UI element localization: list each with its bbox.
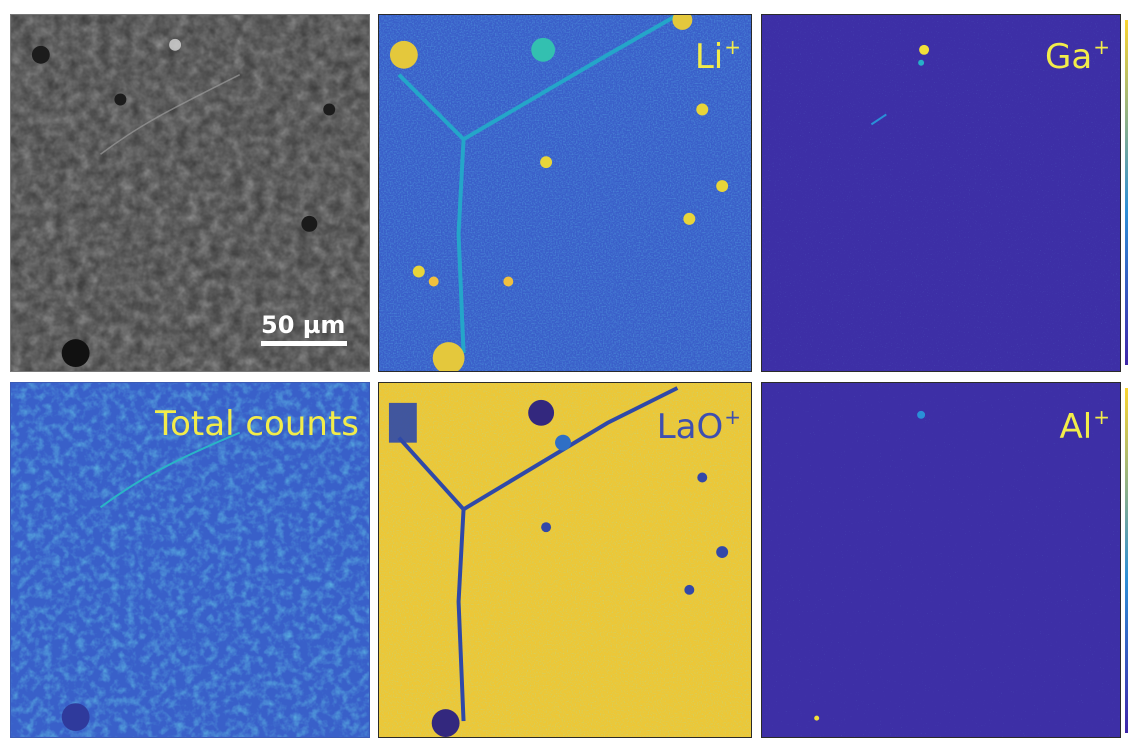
ga-map-panel: Ga+ xyxy=(761,14,1121,372)
li-ion-label: Li+ xyxy=(695,37,741,74)
ga-ion-name: Ga xyxy=(1045,37,1093,77)
li-ion-name: Li xyxy=(694,37,724,77)
al-ion-label: Al+ xyxy=(1060,407,1110,444)
sem-image xyxy=(11,15,369,371)
al-ion-charge: + xyxy=(1093,405,1110,429)
lao-ion-name: LaO xyxy=(656,407,724,447)
ga-ion-charge: + xyxy=(1093,35,1110,59)
li-map xyxy=(379,15,751,371)
ga-ion-label: Ga+ xyxy=(1045,37,1110,74)
al-map xyxy=(762,383,1120,737)
li-map-panel: Li+ xyxy=(378,14,752,372)
total-counts-map xyxy=(11,383,369,737)
scale-bar-label: 50 µm xyxy=(261,311,346,339)
lao-ion-charge: + xyxy=(724,405,741,429)
al-ion-name: Al xyxy=(1059,407,1093,447)
lao-ion-label: LaO+ xyxy=(657,407,741,444)
al-colorbar-edge xyxy=(1125,388,1128,733)
ga-map xyxy=(762,15,1120,371)
li-ion-charge: + xyxy=(724,35,741,59)
lao-map-panel: LaO+ xyxy=(378,382,752,738)
ga-colorbar-edge xyxy=(1125,20,1128,365)
al-map-panel: Al+ xyxy=(761,382,1121,738)
total-counts-label: Total counts xyxy=(155,404,359,444)
total-counts-panel: Total counts xyxy=(10,382,370,738)
lao-map xyxy=(379,383,751,737)
sem-image-panel: 50 µm xyxy=(10,14,370,372)
scale-bar xyxy=(261,341,347,346)
